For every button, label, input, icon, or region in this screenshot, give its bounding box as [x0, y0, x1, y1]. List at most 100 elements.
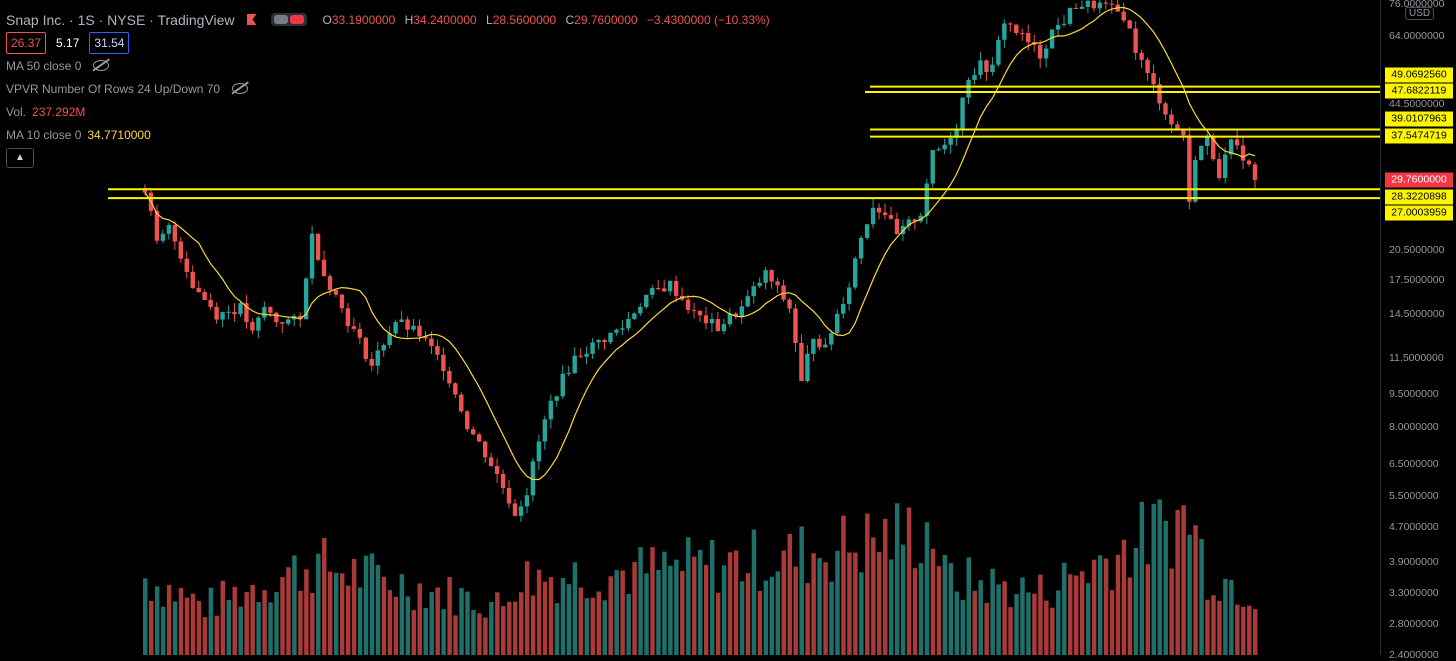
volume-bar: [602, 600, 607, 655]
candle-body: [303, 278, 309, 320]
candle-body: [596, 339, 601, 343]
chart-legend: Snap Inc. · 1S · NYSE · TradingView O33.…: [6, 8, 770, 169]
candle-body: [912, 219, 918, 222]
candle-body: [1085, 0, 1091, 7]
candle-body: [411, 325, 416, 330]
volume-bar: [906, 507, 912, 655]
volume-bar: [793, 566, 798, 655]
candle-body: [1181, 129, 1186, 136]
candle-body: [417, 325, 422, 337]
hidden-eye-icon[interactable]: [232, 83, 249, 94]
candle-body: [841, 303, 846, 314]
volume-bar: [1127, 577, 1133, 655]
currency-selector[interactable]: USD: [1405, 7, 1435, 20]
candle-body: [500, 473, 506, 488]
volume-bar: [566, 584, 572, 655]
buy-button[interactable]: 31.54: [89, 31, 130, 54]
ma10-legend[interactable]: MA 10 close 0 34.7710000: [6, 123, 770, 146]
volume-bar: [763, 580, 769, 655]
volume-bar: [280, 577, 285, 655]
volume-legend[interactable]: Vol. 237.292M: [6, 100, 770, 123]
volume-bar: [1151, 503, 1157, 655]
high-value: 34.2400000: [413, 12, 477, 27]
candle-body: [393, 322, 398, 334]
volume-bar: [978, 580, 983, 655]
volume-bar: [1085, 583, 1091, 655]
volume-bar: [835, 550, 840, 655]
volume-bar: [560, 578, 566, 655]
candle-body: [482, 441, 488, 458]
candle-body: [1211, 135, 1216, 160]
sell-button[interactable]: 26.37: [6, 31, 47, 54]
candle-body: [524, 495, 530, 507]
hidden-eye-icon[interactable]: [93, 60, 110, 71]
symbol-title[interactable]: Snap Inc. · 1S · NYSE · TradingView: [6, 11, 235, 28]
axis-tick-label: 2.4000000: [1389, 649, 1439, 661]
flag-icon[interactable]: [246, 14, 257, 25]
candle-body: [846, 287, 852, 304]
volume-bar: [1026, 592, 1031, 655]
candle-body: [1049, 29, 1055, 49]
candle-body: [924, 183, 929, 216]
vpvr-legend[interactable]: VPVR Number Of Rows 24 Up/Down 70: [6, 77, 770, 100]
candle-body: [936, 149, 941, 151]
volume-bar: [996, 584, 1001, 655]
candle-body: [602, 339, 607, 343]
candle-body: [363, 337, 369, 360]
candle-body: [345, 308, 351, 327]
price-axis[interactable]: USD 76.0000000 64.0000000 44.5000000 20.500…: [1380, 0, 1456, 661]
axis-tick-label: 44.5000000: [1389, 98, 1445, 110]
candle-body: [1067, 8, 1073, 24]
candle-body: [465, 411, 470, 430]
candle-body: [954, 129, 959, 138]
candle-body: [208, 299, 213, 307]
volume-bar: [590, 597, 596, 655]
volume-bar: [220, 580, 226, 655]
volume-bar: [1020, 577, 1025, 655]
axis-tick-label: 8.0000000: [1389, 421, 1439, 433]
volume-bar: [154, 586, 160, 655]
ma50-legend[interactable]: MA 50 close 0: [6, 54, 770, 77]
volume-bar: [1062, 562, 1067, 655]
axis-tick-label: 5.5000000: [1389, 490, 1439, 502]
candle-body: [1169, 114, 1174, 125]
candle-body: [214, 306, 219, 320]
candle-body: [369, 359, 374, 366]
candle-body: [387, 333, 392, 346]
candle-body: [405, 319, 410, 330]
volume-bar: [620, 570, 625, 655]
volume-bar: [1241, 606, 1246, 655]
ma10-value: 34.7710000: [87, 127, 151, 142]
volume-bar: [674, 559, 679, 655]
volume-bar: [912, 568, 918, 655]
volume-bar: [339, 573, 345, 655]
candle-body: [566, 372, 571, 374]
level-price-label: 28.3220898: [1385, 189, 1453, 205]
volume-bar: [703, 564, 709, 655]
candle-body: [453, 383, 458, 395]
candle-body: [1002, 23, 1007, 40]
candle-body: [781, 285, 786, 300]
compare-toggle-icon[interactable]: [270, 13, 307, 26]
volume-bar: [823, 562, 828, 655]
candle-body: [1252, 164, 1258, 180]
volume-bar: [214, 615, 220, 655]
volume-bar: [787, 533, 792, 655]
candle-body: [220, 312, 225, 320]
low-label: L: [486, 12, 493, 27]
volume-bar: [656, 569, 661, 655]
volume-bar: [1247, 605, 1252, 655]
candle-body: [948, 137, 953, 145]
candle-body: [1205, 135, 1210, 146]
chevron-up-icon[interactable]: ▲: [6, 147, 34, 168]
volume-bar: [417, 583, 422, 655]
candle-body: [1109, 3, 1114, 5]
axis-tick-label: 6.5000000: [1389, 458, 1439, 470]
candle-body: [852, 258, 858, 288]
candle-body: [715, 318, 721, 332]
vpvr-label: VPVR Number Of Rows 24 Up/Down 70: [6, 81, 221, 96]
candle-body: [178, 241, 184, 259]
volume-bar: [316, 553, 321, 655]
candlestick-chart[interactable]: [0, 0, 1380, 655]
candle-body: [548, 400, 554, 420]
